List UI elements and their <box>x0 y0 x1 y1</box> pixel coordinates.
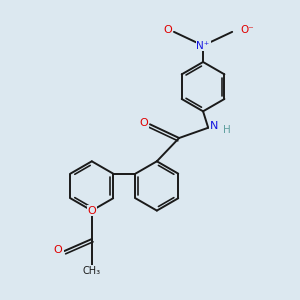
Text: O: O <box>87 206 96 216</box>
Text: CH₃: CH₃ <box>83 266 101 276</box>
Text: O: O <box>54 245 63 255</box>
Text: O: O <box>140 118 148 128</box>
Text: O: O <box>164 25 172 35</box>
Text: H: H <box>223 125 230 136</box>
Text: O⁻: O⁻ <box>241 25 254 35</box>
Text: N: N <box>210 121 218 131</box>
Text: N⁺: N⁺ <box>196 40 210 51</box>
